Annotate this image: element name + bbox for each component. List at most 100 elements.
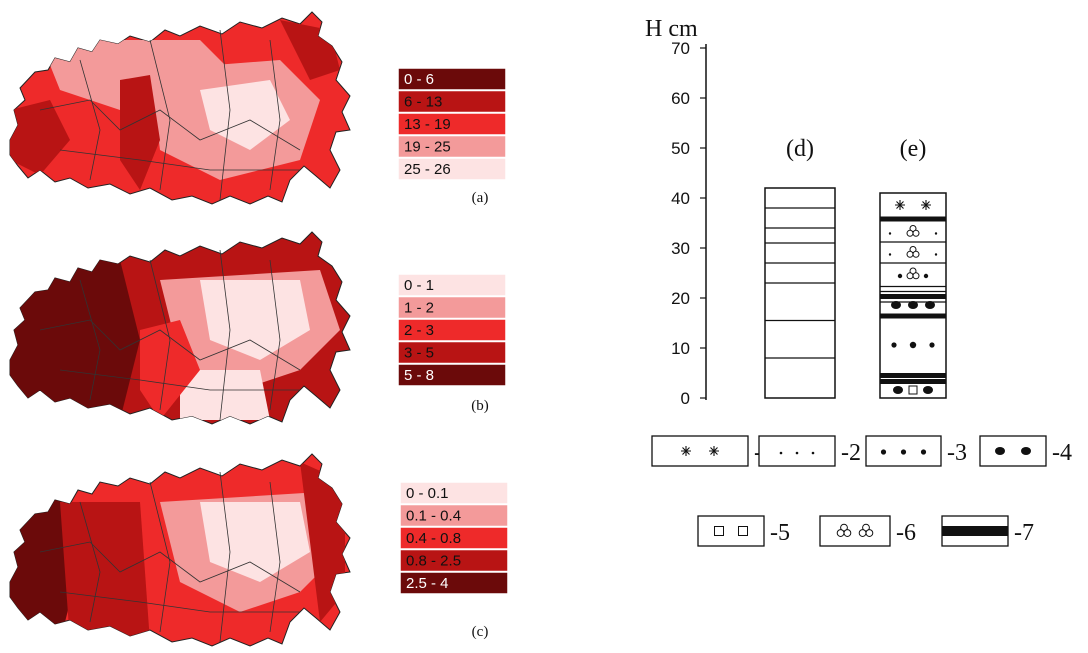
legend-swatch — [397, 363, 507, 387]
y-tick-label: 0 — [681, 389, 690, 408]
dot-symbol — [880, 449, 887, 455]
panel-label-c: (c) — [472, 624, 489, 640]
thick-band — [880, 294, 946, 299]
legend-item-6: -6 — [819, 515, 916, 547]
large-dot-symbol — [891, 301, 901, 309]
legend-range: 5 - 8 — [404, 367, 434, 384]
pattern-legend: -1 -2 -3 -4 -5 -6 -7 — [651, 435, 1072, 547]
legend-range: 1 - 2 — [404, 300, 434, 317]
dot-symbol — [900, 449, 907, 455]
trefoil-symbol — [858, 523, 874, 537]
legend-item-label: -7 — [1014, 520, 1034, 546]
legend-range: 0 - 0.1 — [406, 485, 449, 502]
trefoil-symbol — [906, 225, 920, 237]
column-e-label: (e) — [900, 136, 927, 162]
legend-item-4: -4 — [979, 435, 1072, 467]
y-tick-label: 20 — [671, 289, 690, 308]
axis-title: H cm — [645, 16, 698, 42]
square-symbol — [908, 385, 918, 395]
legend-box — [979, 435, 1047, 467]
legend-box — [819, 515, 891, 547]
y-tick-label: 70 — [671, 39, 690, 58]
legend-range: 25 - 26 — [404, 161, 451, 178]
legend-item-label: -3 — [947, 440, 967, 466]
legend-range: 19 - 25 — [404, 139, 451, 156]
y-tick-label: 40 — [671, 189, 690, 208]
y-tick-label: 60 — [671, 89, 690, 108]
dot-symbol — [909, 341, 917, 349]
large-dot-symbol — [893, 386, 903, 394]
legend-range: 6 - 13 — [404, 94, 442, 111]
legend-item-label: -2 — [841, 440, 861, 466]
legend-range: 0 - 1 — [404, 277, 434, 294]
y-tick-label: 10 — [671, 339, 690, 358]
thick-band — [880, 216, 946, 222]
dot-symbol — [923, 273, 929, 279]
dot-symbol — [934, 253, 938, 256]
dot-symbol — [891, 342, 897, 348]
legend-range: 0.8 - 2.5 — [406, 553, 461, 570]
large-dot-symbol — [995, 447, 1005, 455]
large-dot-symbol — [908, 301, 918, 309]
legend-item-7: -7 — [941, 515, 1034, 547]
legend-item-1: -1 — [651, 435, 774, 467]
legend-item-3: -3 — [865, 435, 967, 467]
y-tick-label: 30 — [671, 239, 690, 258]
legend-range: 0.1 - 0.4 — [406, 508, 461, 525]
thick-band — [880, 373, 946, 378]
dot-symbol — [920, 449, 927, 455]
star-symbol — [921, 200, 931, 210]
legend-swatch — [397, 157, 507, 181]
legend-range: 0 - 6 — [404, 71, 434, 88]
thick-band — [880, 313, 946, 319]
trefoil-symbol — [836, 523, 852, 537]
thick-band-symbol — [942, 526, 1008, 536]
column-d-label: (d) — [786, 136, 814, 162]
dot-symbol — [795, 451, 799, 455]
legend-range: 3 - 5 — [404, 345, 434, 362]
large-dot-symbol — [1021, 447, 1031, 455]
map-a — [9, 11, 351, 205]
legend-range: 13 - 19 — [404, 116, 451, 133]
column-e — [879, 192, 947, 399]
legend-b: 0 - 1 1 - 2 2 - 3 3 - 5 5 - 8 — [397, 273, 507, 387]
y-tick-label: 50 — [671, 139, 690, 158]
dot-symbol — [888, 253, 892, 256]
legend-box — [697, 515, 765, 547]
legend-item-label: -6 — [896, 520, 916, 546]
dot-symbol — [779, 451, 783, 455]
panel-label-b: (b) — [471, 398, 489, 414]
legend-range: 2 - 3 — [404, 322, 434, 339]
legend-a: 0 - 6 6 - 13 13 - 19 19 - 25 25 - 26 — [397, 67, 507, 181]
legend-item-label: -5 — [770, 520, 790, 546]
thick-band — [880, 379, 946, 384]
star-symbol — [709, 446, 719, 456]
legend-c: 0 - 0.1 0.1 - 0.4 0.4 - 0.8 0.8 - 2.5 2.5 - … — [399, 481, 509, 595]
legend-item-2: -2 — [758, 435, 861, 467]
dot-symbol — [934, 232, 938, 235]
map-c — [9, 453, 351, 647]
legend-box — [758, 435, 836, 467]
column-d — [764, 187, 836, 399]
large-dot-symbol — [925, 301, 935, 309]
legend-item-label: -4 — [1052, 440, 1072, 466]
dot-symbol — [888, 232, 892, 235]
large-dot-symbol — [923, 386, 933, 394]
trefoil-symbol — [906, 246, 920, 258]
square-symbol — [714, 526, 724, 536]
column-d-body — [764, 187, 836, 399]
map-b — [9, 231, 351, 425]
square-symbol — [738, 526, 748, 536]
dot-symbol — [897, 273, 903, 279]
legend-range: 2.5 - 4 — [406, 575, 449, 592]
legend-range: 0.4 - 0.8 — [406, 530, 461, 547]
dot-symbol — [929, 342, 935, 348]
trefoil-symbol — [906, 267, 920, 280]
legend-item-5: -5 — [697, 515, 790, 547]
legend-swatch — [399, 571, 509, 595]
star-symbol — [895, 200, 905, 210]
dot-symbol — [811, 451, 815, 455]
star-symbol — [681, 446, 691, 456]
panel-label-a: (a) — [472, 190, 489, 206]
